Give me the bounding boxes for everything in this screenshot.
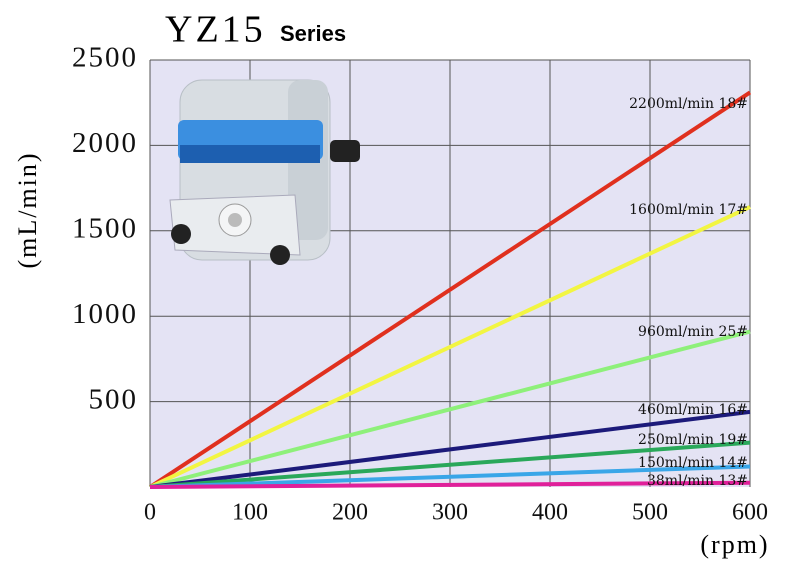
x-tick-label: 0 bbox=[144, 500, 156, 526]
y-tick-label: 1500 bbox=[72, 212, 138, 244]
series-line bbox=[148, 90, 752, 489]
x-tick-label: 400 bbox=[532, 500, 568, 526]
y-axis-label: (mL/min) bbox=[13, 151, 42, 268]
series-line bbox=[149, 205, 751, 489]
y-tick-label: 2000 bbox=[72, 127, 138, 159]
x-axis-label: (rpm) bbox=[700, 530, 769, 559]
y-tick-label: 500 bbox=[89, 383, 139, 415]
series-label: 38ml/min 13# bbox=[647, 473, 748, 489]
chart-title: YZ15 bbox=[165, 9, 266, 51]
series-label: 150ml/min 14# bbox=[638, 455, 748, 471]
y-tick-label: 2500 bbox=[72, 42, 138, 74]
series-line bbox=[149, 409, 751, 489]
series-line bbox=[149, 480, 751, 489]
chart-subtitle: Series bbox=[280, 21, 346, 46]
series-line bbox=[149, 440, 751, 489]
x-tick-label: 600 bbox=[732, 500, 768, 526]
series-label: 250ml/min 19# bbox=[638, 432, 748, 448]
x-tick-label: 300 bbox=[432, 500, 468, 526]
series-label: 960ml/min 25# bbox=[638, 324, 748, 340]
y-tick-label: 1000 bbox=[72, 298, 138, 330]
x-tick-label: 200 bbox=[332, 500, 368, 526]
series-line bbox=[149, 464, 751, 489]
series-label: 1600ml/min 17# bbox=[629, 202, 748, 218]
series-label: 2200ml/min 18# bbox=[629, 96, 748, 112]
x-tick-label: 100 bbox=[232, 500, 268, 526]
x-tick-label: 500 bbox=[632, 500, 668, 526]
pump-image bbox=[169, 79, 360, 265]
series-label: 460ml/min 16# bbox=[638, 402, 748, 418]
series-line bbox=[149, 329, 751, 489]
